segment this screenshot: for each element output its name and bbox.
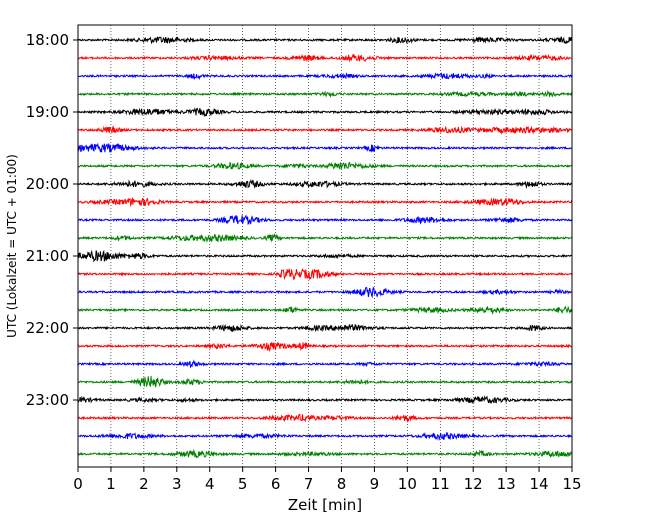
trace-2245: [77, 375, 573, 388]
x-tick-label: 15: [562, 475, 581, 493]
trace-2145: [77, 305, 573, 315]
trace-2015: [77, 196, 573, 207]
x-tick-label: 10: [398, 475, 417, 493]
trace-2200: [77, 323, 573, 333]
x-tick-label: 4: [205, 475, 215, 493]
y-tick-label: 20:00: [26, 175, 69, 193]
trace-1900: [77, 107, 573, 117]
trace-2330: [77, 431, 573, 442]
trace-2045: [77, 233, 573, 243]
trace-2130: [77, 286, 573, 299]
x-tick-label: 13: [497, 475, 516, 493]
y-tick-label: 21:00: [26, 247, 69, 265]
trace-1800: [77, 36, 573, 45]
x-tick-label: 12: [464, 475, 483, 493]
trace-1845: [77, 89, 573, 99]
trace-2230: [77, 359, 573, 369]
x-tick-label: 5: [238, 475, 248, 493]
x-tick-label: 3: [172, 475, 182, 493]
x-tick-label: 1: [106, 475, 116, 493]
x-axis-ticks: 0 1 2 3 4 5 6 7 8 9 10 11 12 13 14 15: [73, 467, 582, 493]
y-tick-label: 19:00: [26, 103, 69, 121]
y-axis-label: UTC (Lokalzeit = UTC + 01:00): [5, 154, 19, 338]
x-tick-label: 11: [431, 475, 450, 493]
trace-2315: [77, 413, 573, 423]
plot-frame: [77, 24, 573, 468]
trace-1815: [77, 53, 573, 63]
x-tick-label: 9: [370, 475, 380, 493]
trace-2300: [77, 394, 573, 405]
trace-1915: [77, 125, 573, 135]
trace-1930: [77, 142, 573, 153]
trace-2215: [78, 341, 573, 352]
trace-1945: [77, 161, 573, 171]
x-tick-label: 8: [337, 475, 347, 493]
x-tick-label: 0: [73, 475, 83, 493]
y-axis-ticks: 18:00 19:00 20:00 21:00 22:00 23:00: [26, 31, 78, 409]
trace-2115: [77, 268, 573, 281]
y-tick-label: 23:00: [26, 391, 69, 409]
trace-2030: [77, 214, 573, 226]
x-axis-label: Zeit [min]: [288, 496, 362, 514]
seismic-traces: [77, 36, 573, 459]
trace-2100: [77, 249, 573, 263]
y-tick-label: 22:00: [26, 319, 69, 337]
x-tick-label: 2: [139, 475, 149, 493]
trace-2345: [77, 448, 573, 459]
x-tick-label: 7: [304, 475, 314, 493]
x-tick-label: 14: [530, 475, 549, 493]
trace-1830: [77, 72, 573, 81]
x-tick-label: 6: [271, 475, 281, 493]
trace-2000: [77, 178, 573, 190]
y-tick-label: 18:00: [26, 31, 69, 49]
